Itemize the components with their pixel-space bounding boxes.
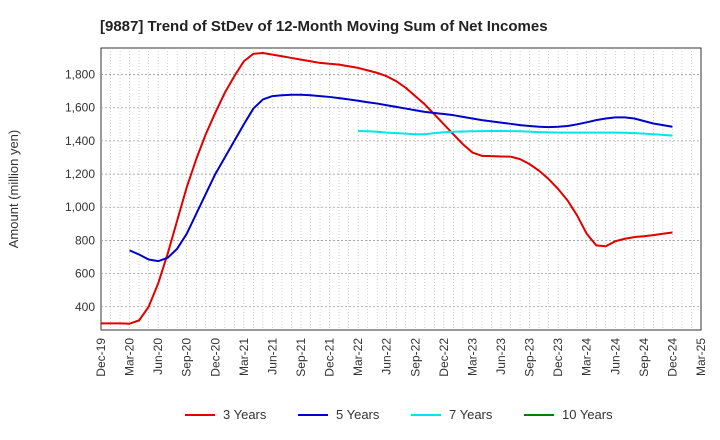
series-line-7-years (358, 129, 673, 137)
x-tick-label: Dec-20 (208, 338, 222, 377)
legend: 3 Years 5 Years 7 Years 10 Years (185, 407, 613, 422)
y-axis-label: Amount (million yen) (6, 130, 21, 249)
x-tick-label: Jun-24 (608, 338, 622, 375)
x-axis-ticks: Dec-19 Mar-20 Jun-20 Sep-20 Dec-20 Mar-21 Jun-… (94, 338, 708, 377)
x-tick-label: Mar-24 (580, 338, 594, 376)
x-tick-label: Mar-25 (694, 338, 708, 376)
x-tick-label: Dec-21 (323, 338, 337, 377)
x-tick-label: Jun-21 (265, 338, 279, 375)
y-tick-label: 400 (75, 300, 95, 314)
y-tick-label: 1,000 (65, 200, 95, 214)
x-tick-label: Mar-23 (465, 338, 479, 376)
y-tick-label: 1,200 (65, 167, 95, 181)
x-tick-label: Sep-21 (294, 338, 308, 377)
x-tick-label: Jun-23 (494, 338, 508, 375)
x-tick-label: Sep-22 (408, 338, 422, 377)
legend-label: 10 Years (562, 407, 613, 422)
x-tick-label: Mar-20 (123, 338, 137, 376)
series-line-5-years (129, 93, 673, 263)
y-axis-ticks: 400 600 800 1,000 1,200 1,400 1,600 1,800 (65, 68, 95, 314)
x-tick-label: Sep-24 (637, 338, 651, 377)
x-tick-label: Mar-22 (351, 338, 365, 376)
x-tick-label: Dec-24 (665, 338, 679, 377)
legend-label: 3 Years (223, 407, 267, 422)
y-tick-label: 1,800 (65, 68, 95, 82)
y-tick-label: 600 (75, 267, 95, 281)
chart-title: [9887] Trend of StDev of 12-Month Moving… (100, 18, 548, 35)
x-tick-label: Dec-23 (551, 338, 565, 377)
grid (101, 48, 701, 330)
y-tick-label: 1,600 (65, 101, 95, 115)
x-tick-label: Sep-20 (180, 338, 194, 377)
x-tick-label: Jun-20 (151, 338, 165, 375)
series-lines (101, 51, 673, 325)
y-tick-label: 1,400 (65, 134, 95, 148)
x-tick-label: Dec-19 (94, 338, 108, 377)
series-line-3-years (101, 51, 673, 325)
x-tick-label: Jun-22 (380, 338, 394, 375)
x-tick-label: Dec-22 (437, 338, 451, 377)
x-tick-label: Mar-21 (237, 338, 251, 376)
plot-area (100, 47, 702, 331)
x-tick-label: Sep-23 (523, 338, 537, 377)
y-tick-label: 800 (75, 233, 95, 247)
legend-label: 5 Years (336, 407, 380, 422)
legend-label: 7 Years (449, 407, 493, 422)
